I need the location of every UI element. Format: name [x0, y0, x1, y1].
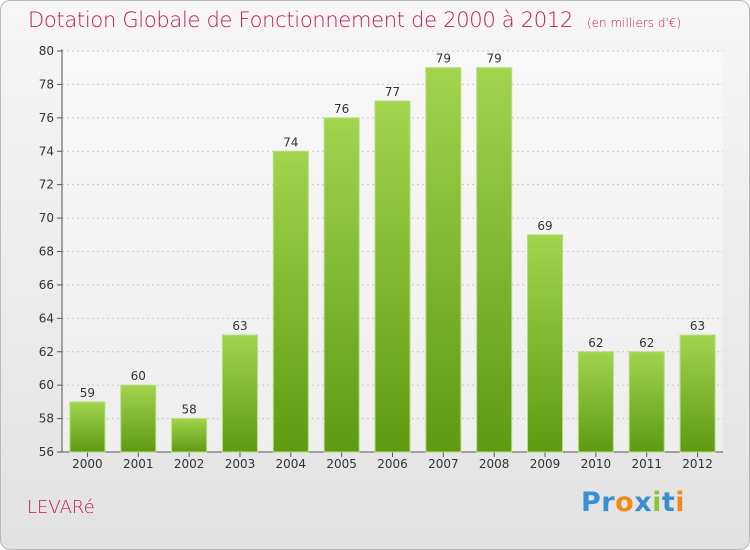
y-tick-label: 60	[39, 378, 54, 392]
x-tick-label: 2006	[377, 457, 408, 471]
x-tick-label: 2011	[631, 457, 662, 471]
bar	[679, 334, 716, 453]
y-tick-label: 64	[39, 311, 54, 325]
data-label: 79	[487, 52, 502, 66]
proxiti-logo: Proxiti	[581, 487, 685, 518]
y-tick-labels: 56 58 60 62 64 66 68 70 72 74 76 78 80	[39, 44, 54, 459]
x-tick-label: 2002	[174, 457, 205, 471]
bar	[476, 67, 513, 453]
y-tick-label: 56	[39, 445, 54, 459]
data-label: 60	[131, 369, 146, 383]
y-tick-label: 74	[39, 144, 54, 158]
x-tick-label: 2007	[428, 457, 459, 471]
data-label: 77	[385, 85, 400, 99]
y-tick-label: 80	[39, 44, 54, 58]
title-text: Dotation Globale de Fonctionnement de 20…	[28, 8, 573, 32]
data-label: 58	[181, 403, 196, 417]
data-label: 63	[232, 319, 247, 333]
bar	[374, 100, 411, 453]
bars	[69, 67, 716, 453]
title-unit: (en milliers d'€)	[586, 16, 682, 30]
logo-letter: o	[615, 487, 635, 518]
x-tick-label: 2004	[276, 457, 307, 471]
y-tick-label: 68	[39, 245, 54, 259]
y-tick-label: 72	[39, 178, 54, 192]
data-label: 69	[537, 219, 552, 233]
y-tick-label: 62	[39, 345, 54, 359]
bar	[69, 401, 106, 453]
bar	[171, 418, 208, 453]
data-label: 59	[80, 386, 95, 400]
data-labels: 59 60 58 63 74 76 77 79 79 69 62 62 63	[80, 52, 705, 417]
data-label: 76	[334, 102, 349, 116]
logo-letter: P	[581, 487, 602, 518]
logo-letter: i	[652, 487, 662, 518]
y-tick-label: 76	[39, 111, 54, 125]
bar	[628, 351, 665, 453]
x-tick-label: 2012	[682, 457, 713, 471]
bar	[120, 384, 157, 453]
y-tick-label: 70	[39, 211, 54, 225]
x-tick-label: 2005	[326, 457, 357, 471]
data-label: 79	[436, 52, 451, 66]
logo-letter: x	[634, 487, 653, 518]
y-tick-label: 58	[39, 412, 54, 426]
bar	[527, 234, 564, 453]
y-tick-label: 66	[39, 278, 54, 292]
x-tick-label: 2010	[581, 457, 612, 471]
chart-title: Dotation Globale de Fonctionnement de 20…	[28, 8, 681, 32]
y-tick-label: 78	[39, 77, 54, 91]
data-label: 74	[283, 135, 298, 149]
data-label: 62	[588, 336, 603, 350]
data-label: 62	[639, 336, 654, 350]
x-tick-label: 2008	[479, 457, 510, 471]
x-tick-labels: 2000 2001 2002 2003 2004 2005 2006 2007 2008 2009…	[72, 457, 713, 471]
x-tick-label: 2000	[72, 457, 103, 471]
bar	[272, 150, 309, 453]
commune-name: LEVARé	[27, 497, 95, 518]
logo-letter: i	[675, 487, 686, 518]
logo-letter: r	[601, 487, 616, 518]
x-tick-label: 2009	[530, 457, 561, 471]
x-tick-label: 2003	[225, 457, 256, 471]
data-label: 63	[690, 319, 705, 333]
bar	[323, 117, 360, 453]
logo-letter: t	[661, 487, 676, 518]
bar	[577, 351, 614, 453]
bar	[425, 67, 462, 453]
bar	[221, 334, 258, 453]
x-tick-label: 2001	[123, 457, 154, 471]
